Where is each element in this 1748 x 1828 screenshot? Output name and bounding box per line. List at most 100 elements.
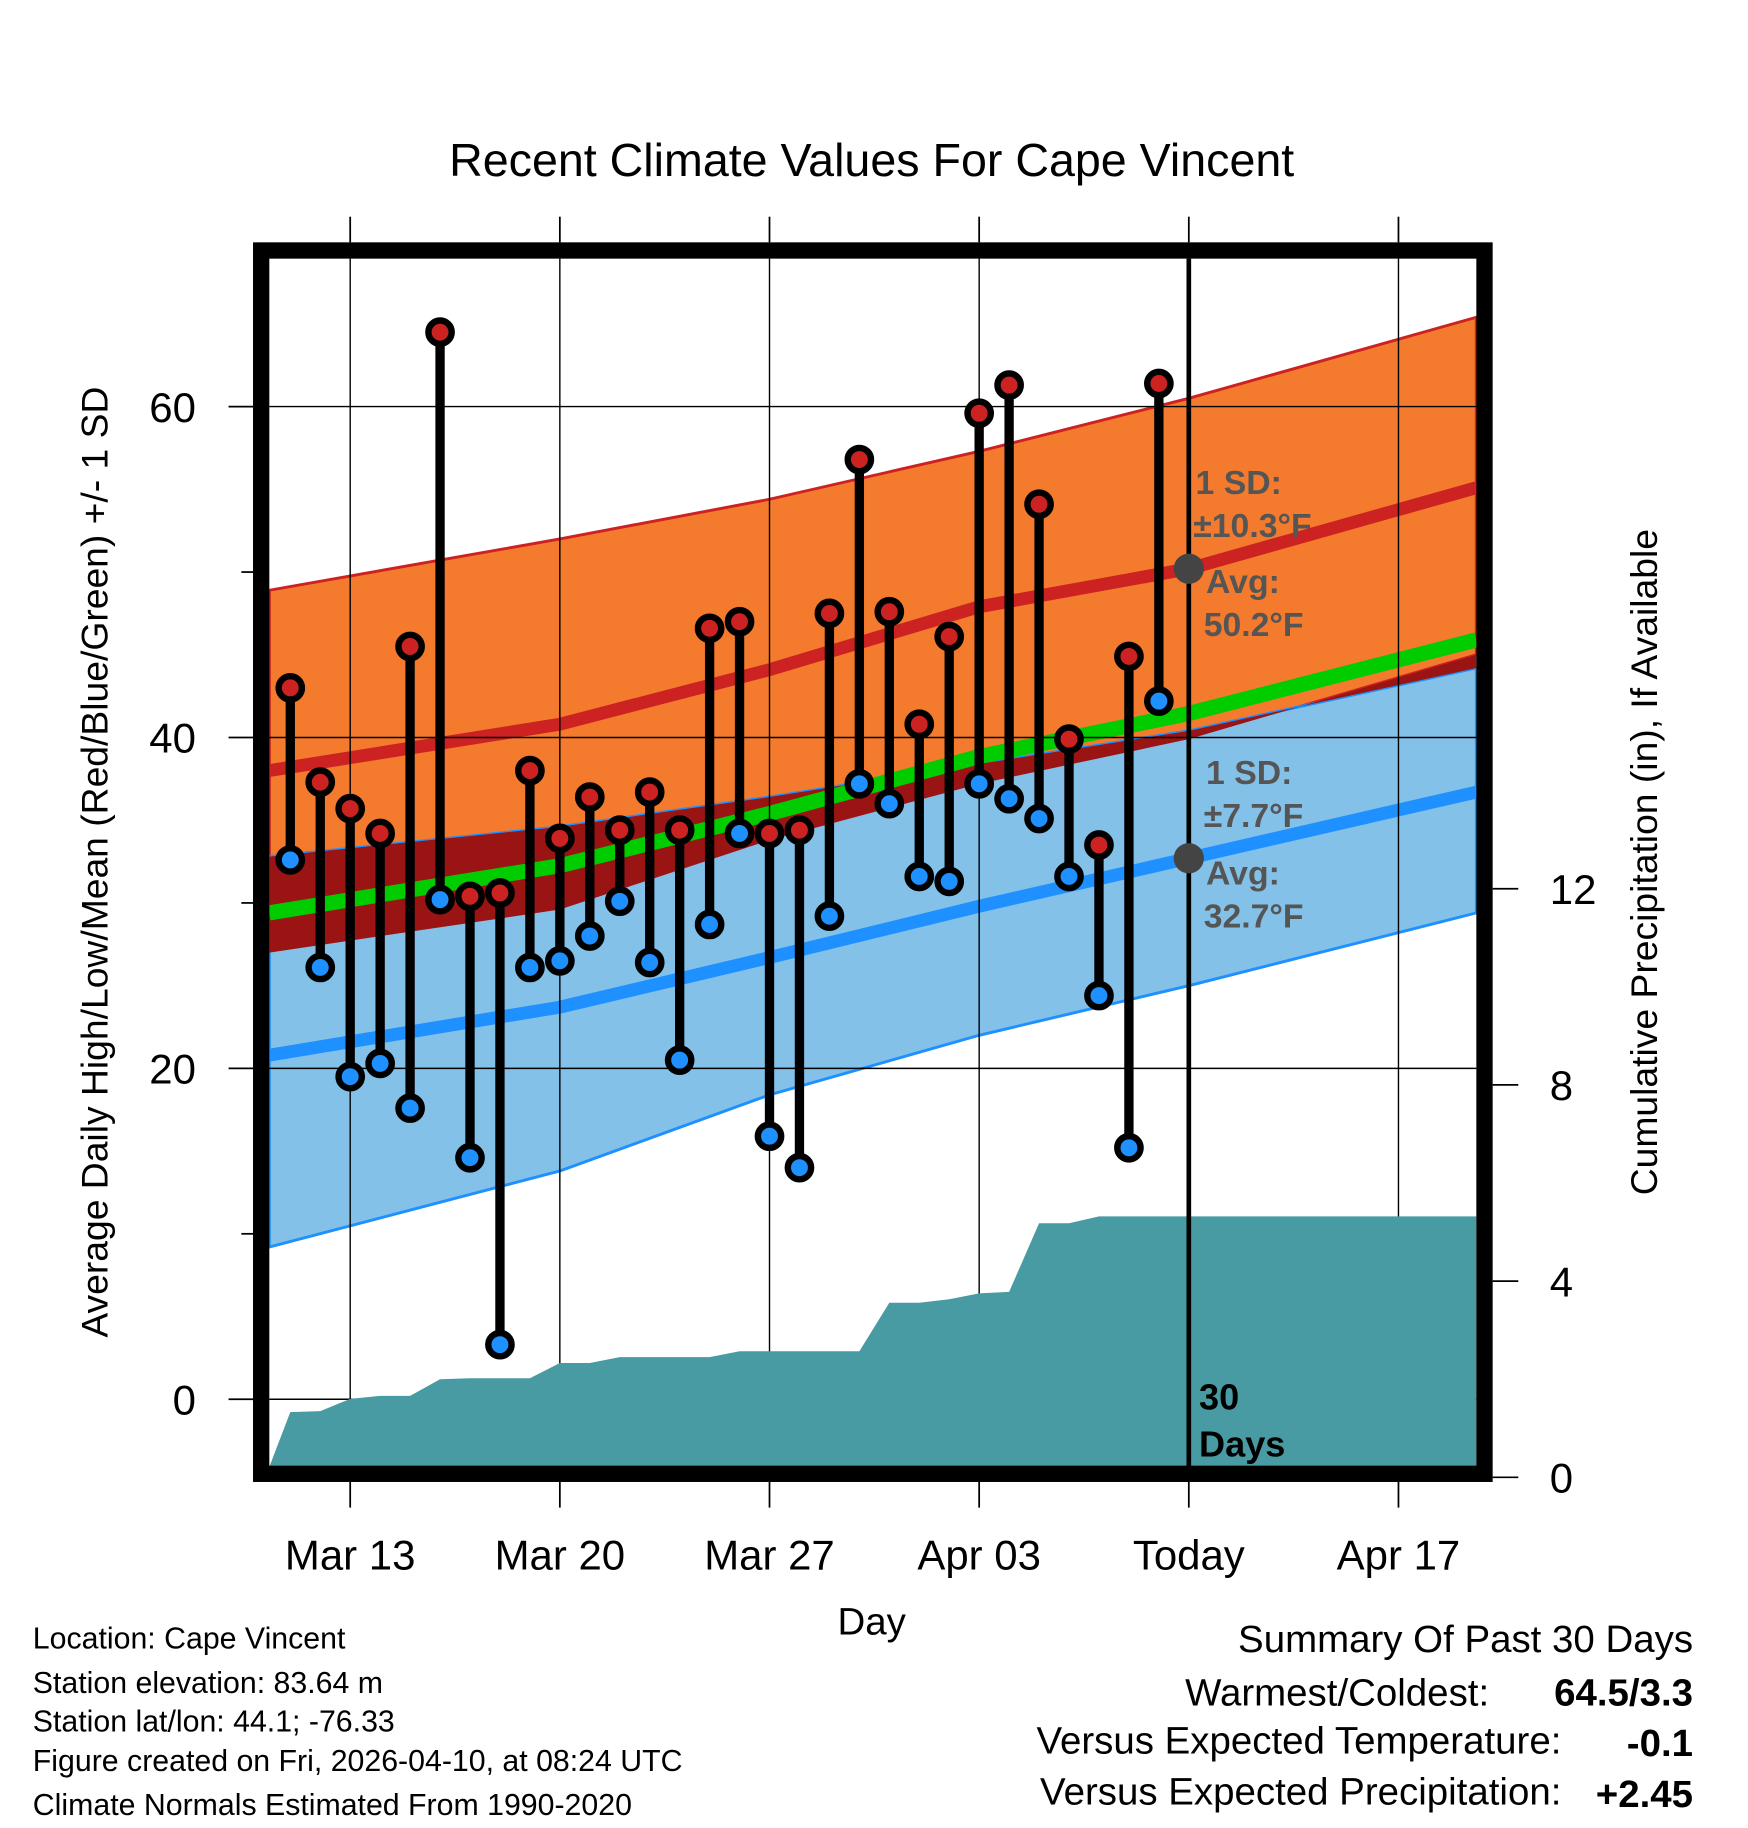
- low-dot: [305, 952, 336, 983]
- low-dot: [574, 921, 605, 951]
- high-avg-label: Avg:: [1206, 563, 1280, 601]
- summary-temp-label: Versus Expected Temperature:: [1036, 1719, 1561, 1762]
- period-unit: Days: [1199, 1423, 1285, 1464]
- high-dot: [515, 755, 545, 786]
- low-dot: [874, 788, 905, 819]
- low-dot: [844, 768, 875, 799]
- low-dot: [754, 1121, 785, 1152]
- y-tick-label: 20: [149, 1046, 196, 1093]
- high-dot: [724, 606, 755, 637]
- station-info: Location: Cape Vincent Station elevation…: [33, 1623, 683, 1823]
- high-dot: [604, 815, 635, 845]
- low-avg-value: 32.7°F: [1204, 897, 1304, 935]
- x-tick-label: Mar 27: [704, 1531, 835, 1578]
- summary-warmest-value: 64.5/3.3: [1554, 1672, 1693, 1715]
- info-elevation: Station elevation: 83.64 m: [33, 1667, 383, 1700]
- high-dot: [544, 823, 575, 854]
- low-dot: [724, 818, 755, 849]
- high-avg-value: 50.2°F: [1204, 606, 1304, 644]
- summary-precip-value: +2.45: [1596, 1773, 1693, 1816]
- y-tick-label: 0: [173, 1376, 196, 1423]
- y-tick-label: 60: [149, 384, 196, 431]
- y-axis-label: Average Daily High/Low/Mean (Red/Blue/Gr…: [73, 387, 115, 1338]
- high-dot: [1084, 830, 1114, 860]
- high-dot: [634, 777, 665, 807]
- x-tick-label: Mar 20: [495, 1531, 626, 1578]
- low-dot: [544, 945, 575, 976]
- band-overlap: [269, 654, 1477, 953]
- high-sd-label: 1 SD:: [1196, 464, 1282, 502]
- high-dot: [934, 621, 965, 652]
- x-tick-label: Mar 13: [285, 1531, 416, 1578]
- low-dot: [365, 1048, 395, 1079]
- low-dot: [335, 1061, 366, 1092]
- high-dot: [874, 596, 905, 627]
- low-avg-marker: [1173, 843, 1204, 874]
- info-location: Location: Cape Vincent: [33, 1623, 346, 1656]
- high-mean-line: [268, 481, 1479, 777]
- period-count: 30: [1199, 1377, 1239, 1418]
- mean-line: [268, 632, 1479, 921]
- high-dot: [1144, 368, 1174, 399]
- low-dot: [425, 884, 455, 915]
- low-dot: [934, 866, 965, 897]
- high-dot: [574, 782, 605, 812]
- low-dot: [1114, 1132, 1144, 1163]
- low-mean-line: [268, 785, 1478, 1062]
- low-dot: [1084, 980, 1114, 1011]
- y2-tick-label: 4: [1550, 1258, 1573, 1305]
- low-dot: [1054, 861, 1084, 892]
- low-sd-value: ±7.7°F: [1204, 797, 1304, 835]
- info-created: Figure created on Fri, 2026-04-10, at 08…: [33, 1745, 683, 1778]
- low-avg-label: Avg:: [1206, 854, 1280, 892]
- high-dot: [425, 317, 455, 348]
- high-dot: [1114, 641, 1144, 672]
- high-dot: [305, 767, 336, 798]
- high-dot: [455, 881, 485, 912]
- low-dot: [784, 1152, 815, 1183]
- summary: Summary Of Past 30 Days Warmest/Coldest:…: [1036, 1618, 1693, 1816]
- high-dot: [964, 398, 995, 429]
- low-dot: [604, 886, 635, 917]
- x-tick-label: Apr 17: [1337, 1531, 1461, 1578]
- plot-frame: [253, 242, 1493, 1482]
- high-dot: [844, 444, 875, 475]
- info-normals: Climate Normals Estimated From 1990-2020: [33, 1789, 632, 1822]
- low-dot: [1144, 686, 1174, 716]
- high-dot: [994, 370, 1024, 400]
- y2-tick-label: 12: [1550, 866, 1597, 913]
- high-avg-marker: [1173, 553, 1204, 584]
- low-dot: [395, 1093, 425, 1123]
- high-dot: [395, 631, 425, 662]
- summary-precip-label: Versus Expected Precipitation:: [1040, 1771, 1561, 1814]
- low-sd-label: 1 SD:: [1206, 754, 1292, 792]
- high-dot: [485, 878, 515, 908]
- low-dot: [515, 952, 545, 983]
- low-dot: [994, 783, 1024, 814]
- summary-title: Summary Of Past 30 Days: [1238, 1618, 1693, 1661]
- low-dot: [485, 1329, 515, 1360]
- summary-temp-value: -0.1: [1627, 1722, 1693, 1765]
- high-dot: [664, 815, 695, 845]
- chart-title: Recent Climate Values For Cape Vincent: [449, 134, 1294, 186]
- high-dot: [814, 598, 845, 629]
- y2-tick-label: 8: [1550, 1062, 1573, 1109]
- y-tick-label: 40: [149, 715, 196, 762]
- low-dot: [1024, 803, 1054, 834]
- precip-area: [269, 1216, 1477, 1467]
- high-dot: [904, 709, 935, 740]
- low-dot: [455, 1142, 485, 1173]
- summary-warmest-label: Warmest/Coldest:: [1185, 1672, 1489, 1715]
- high-dot: [784, 815, 815, 845]
- high-dot: [1054, 724, 1084, 755]
- y2-tick-label: 0: [1550, 1454, 1573, 1501]
- info-latlon: Station lat/lon: 44.1; -76.33: [33, 1705, 395, 1738]
- high-dot: [335, 793, 366, 824]
- plot-area: 1 SD: ±10.3°F Avg: 50.2°F 1 SD: ±7.7°F Avg: 32.…: [149, 216, 1597, 1578]
- low-dot: [275, 845, 306, 875]
- high-dot: [754, 818, 785, 849]
- x-axis-label: Day: [837, 1601, 906, 1644]
- x-tick-label: Apr 03: [917, 1531, 1041, 1578]
- high-sd-value: ±10.3°F: [1193, 507, 1311, 545]
